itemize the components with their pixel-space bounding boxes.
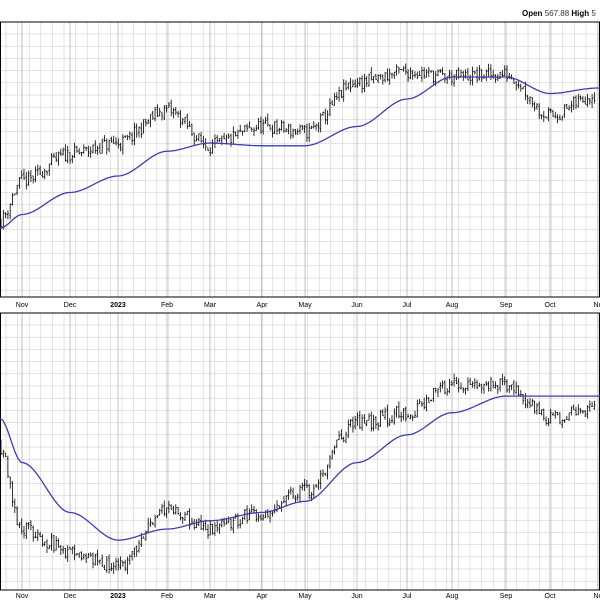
x-tick-label: Sep <box>500 302 513 309</box>
x-tick-label: Dec <box>64 593 77 600</box>
x-tick-label: Apr <box>257 593 269 600</box>
x-tick-label: Feb <box>161 302 173 309</box>
x-tick-label: Mar <box>204 593 217 600</box>
upper-panel: Nov Dec 2023 Feb Mar Apr May Jun Jul Aug Sep Oct No <box>0 21 600 309</box>
panel-frame <box>0 21 600 298</box>
x-tick-label: Jul <box>403 593 412 600</box>
x-tick-label: Nov <box>16 302 29 309</box>
moving-average-line <box>0 76 600 229</box>
x-tick-label: 2023 <box>110 302 126 309</box>
x-tick-label: May <box>298 593 312 600</box>
moving-average-line <box>0 395 600 541</box>
x-tick-label: Oct <box>545 593 556 600</box>
x-tick-label: No <box>594 302 600 309</box>
panel-frame <box>0 312 600 591</box>
x-tick-label: Feb <box>161 593 173 600</box>
x-tick-label: Oct <box>545 302 556 309</box>
x-tick-label: Apr <box>257 302 269 309</box>
x-tick-label: Jun <box>351 593 362 600</box>
x-tick-label: Jun <box>351 302 362 309</box>
x-tick-label: Nov <box>16 593 29 600</box>
x-tick-label: Sep <box>500 593 513 600</box>
x-tick-label: Dec <box>64 302 77 309</box>
open-value: 567.88 <box>544 9 570 18</box>
x-tick-label: No <box>594 593 600 600</box>
quote-header: Open 567.88 High 5 <box>522 9 596 18</box>
high-value: 5 <box>591 9 596 18</box>
open-label: Open <box>522 9 543 18</box>
x-tick-label: 2023 <box>110 593 126 600</box>
x-tick-label: Mar <box>204 302 217 309</box>
x-tick-label: Aug <box>446 593 459 600</box>
x-tick-label: May <box>298 302 312 309</box>
x-tick-label: Jul <box>403 302 412 309</box>
lower-panel: Nov Dec 2023 Feb Mar Apr May Jun Jul Aug Sep Oct No <box>0 312 600 600</box>
high-label: High <box>571 9 590 18</box>
x-tick-label: Aug <box>446 302 459 309</box>
